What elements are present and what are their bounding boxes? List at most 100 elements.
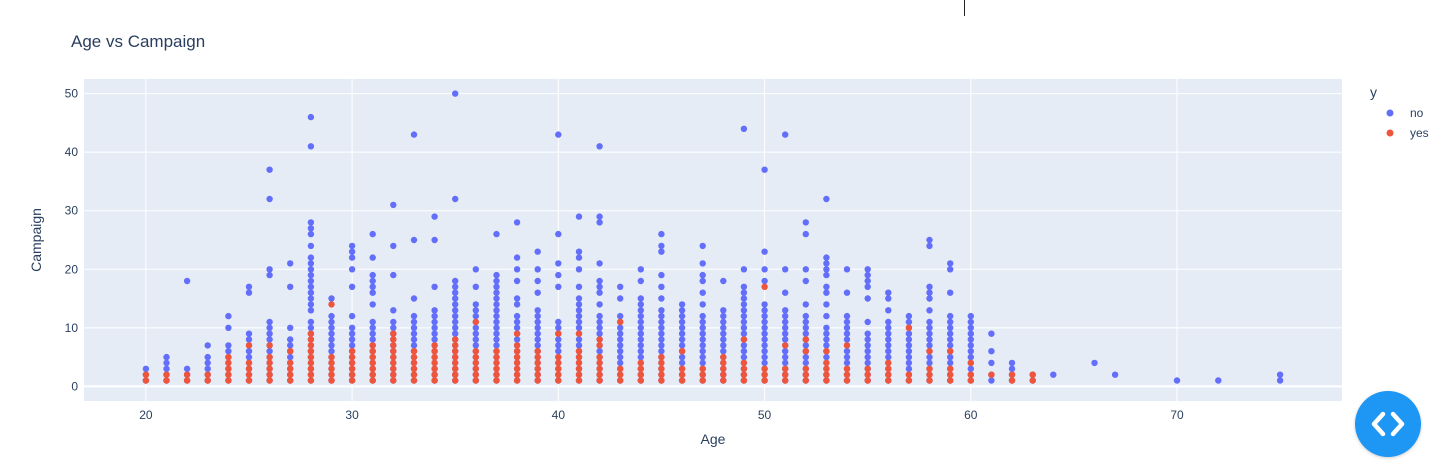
- scatter-point-no: [637, 324, 644, 331]
- scatter-point-no: [307, 289, 315, 296]
- scatter-point-no: [493, 301, 500, 308]
- scatter-point-no: [225, 342, 232, 349]
- scatter-point-no: [1173, 377, 1181, 384]
- scatter-point-no: [678, 312, 686, 320]
- scatter-point-yes: [947, 365, 954, 372]
- scatter-point-no: [348, 254, 356, 261]
- scatter-point-no: [947, 266, 954, 273]
- scatter-point-no: [410, 324, 418, 331]
- code-toggle-button[interactable]: [1355, 391, 1421, 457]
- y-tick-label: 0: [71, 379, 78, 393]
- scatter-point-no: [369, 336, 376, 343]
- legend-item-no[interactable]: no: [1386, 106, 1424, 120]
- scatter-point-yes: [328, 365, 335, 372]
- scatter-point-yes: [287, 371, 294, 378]
- scatter-point-no: [658, 312, 665, 320]
- scatter-point-no: [452, 330, 459, 337]
- scatter-point-yes: [905, 324, 913, 331]
- scatter-point-no: [947, 330, 954, 337]
- scatter-point-no: [905, 318, 913, 326]
- scatter-point-no: [740, 353, 748, 361]
- scatter-point-no: [452, 324, 459, 331]
- scatter-point-no: [307, 307, 315, 314]
- scatter-point-yes: [390, 348, 397, 355]
- scatter-point-yes: [637, 377, 644, 384]
- scatter-point-no: [905, 353, 913, 361]
- scatter-point-no: [307, 283, 315, 290]
- scatter-point-yes: [947, 371, 954, 378]
- scatter-point-yes: [658, 371, 665, 378]
- scatter-point-no: [926, 318, 933, 326]
- scatter-point-no: [802, 266, 809, 273]
- scatter-point-yes: [348, 348, 356, 355]
- scatter-point-no: [575, 318, 583, 326]
- scatter-point-no: [287, 336, 294, 343]
- scatter-point-yes: [720, 377, 727, 384]
- scatter-point-yes: [142, 377, 150, 384]
- scatter-point-no: [452, 277, 459, 285]
- scatter-point-no: [843, 330, 851, 337]
- scatter-point-yes: [926, 371, 933, 378]
- scatter-point-no: [555, 342, 562, 349]
- scatter-point-yes: [905, 377, 913, 384]
- scatter-point-yes: [761, 283, 768, 290]
- scatter-point-no: [699, 324, 706, 331]
- scatter-point-yes: [452, 336, 459, 343]
- legend-item-yes[interactable]: yes: [1386, 126, 1429, 140]
- scatter-point-no: [472, 283, 479, 290]
- x-axis-title: Age: [701, 431, 726, 447]
- scatter-point-yes: [348, 377, 356, 384]
- scatter-point-no: [493, 271, 500, 279]
- scatter-point-no: [369, 330, 376, 337]
- scatter-point-yes: [678, 377, 686, 384]
- scatter-point-no: [348, 330, 356, 337]
- scatter-point-no: [864, 266, 871, 273]
- scatter-point-yes: [390, 330, 397, 337]
- scatter-point-yes: [266, 377, 273, 384]
- scatter-point-yes: [575, 330, 583, 337]
- scatter-point-no: [823, 301, 830, 308]
- scatter-point-yes: [513, 365, 521, 372]
- scatter-point-yes: [967, 371, 974, 378]
- scatter-point-yes: [761, 365, 768, 372]
- scatter-point-no: [761, 336, 768, 343]
- scatter-point-no: [988, 359, 995, 367]
- scatter-point-no: [204, 365, 211, 372]
- scatter-point-yes: [369, 371, 376, 378]
- scatter-point-yes: [864, 377, 871, 384]
- scatter-point-yes: [410, 359, 418, 367]
- scatter-point-yes: [802, 371, 809, 378]
- scatter-point-yes: [555, 353, 562, 361]
- scatter-point-yes: [369, 348, 376, 355]
- scatter-point-no: [864, 271, 871, 279]
- scatter-point-no: [204, 359, 211, 367]
- scatter-point-no: [823, 353, 830, 361]
- scatter-point-no: [513, 266, 521, 273]
- scatter-point-yes: [617, 318, 624, 326]
- scatter-point-no: [575, 283, 583, 290]
- scatter-point-no: [637, 312, 644, 320]
- scatter-point-no: [823, 312, 830, 320]
- scatter-point-no: [761, 312, 768, 320]
- scatter-point-yes: [431, 353, 438, 361]
- legend-label-no: no: [1410, 106, 1424, 120]
- scatter-point-no: [472, 342, 479, 349]
- scatter-point-no: [1008, 359, 1016, 367]
- scatter-point-no: [596, 301, 603, 308]
- scatter-point-yes: [988, 371, 995, 378]
- scatter-point-no: [699, 359, 706, 367]
- scatter-point-no: [513, 318, 521, 326]
- scatter-point-no: [761, 324, 768, 331]
- y-tick-label: 20: [65, 262, 79, 276]
- scatter-point-no: [575, 295, 583, 302]
- scatter-point-yes: [534, 365, 541, 372]
- scatter-point-no: [1215, 377, 1222, 384]
- scatter-point-no: [637, 277, 644, 285]
- scatter-point-yes: [513, 353, 521, 361]
- scatter-point-no: [947, 342, 954, 349]
- scatter-point-yes: [431, 348, 438, 355]
- scatter-point-no: [575, 301, 583, 308]
- scatter-point-no: [802, 219, 809, 226]
- scatter-point-no: [843, 348, 851, 355]
- scatter-point-yes: [802, 377, 809, 384]
